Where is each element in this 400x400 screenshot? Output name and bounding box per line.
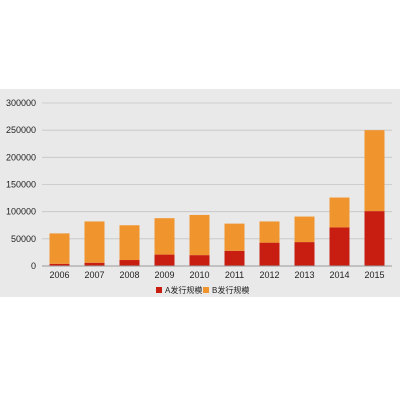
bar-b-2010 bbox=[189, 214, 210, 256]
legend-swatch-b bbox=[203, 287, 209, 293]
x-tick-label-2006: 2006 bbox=[49, 270, 69, 280]
bar-b-2007 bbox=[84, 221, 105, 263]
y-tick-label-150000: 150000 bbox=[6, 180, 36, 190]
x-tick-label-2011: 2011 bbox=[225, 270, 244, 280]
bar-b-2013 bbox=[294, 216, 315, 243]
y-tick-label-300000: 300000 bbox=[6, 98, 36, 108]
bar-b-2015 bbox=[364, 130, 385, 212]
bar-b-2006 bbox=[49, 233, 70, 264]
x-axis-ticks: 2006 2007 2008 2009 2010 2011 2012 2013 2014 2015 bbox=[49, 270, 384, 280]
bar-b-2008 bbox=[119, 225, 140, 261]
legend-label-b: B发行规模 bbox=[212, 285, 249, 295]
y-tick-label-0: 0 bbox=[31, 261, 36, 271]
x-tick-label-2008: 2008 bbox=[119, 270, 139, 280]
x-tick-label-2009: 2009 bbox=[154, 270, 174, 280]
bar-a-2007 bbox=[84, 262, 105, 266]
legend-label-a: A发行规模 bbox=[165, 285, 202, 295]
y-tick-label-50000: 50000 bbox=[11, 234, 36, 244]
x-tick-label-2012: 2012 bbox=[259, 270, 279, 280]
y-tick-label-200000: 200000 bbox=[6, 152, 36, 162]
bar-a-2015 bbox=[364, 211, 385, 266]
x-tick-label-2014: 2014 bbox=[329, 270, 349, 280]
bar-a-2012 bbox=[259, 242, 280, 266]
x-tick-label-2013: 2013 bbox=[294, 270, 314, 280]
bar-a-2009 bbox=[154, 254, 175, 266]
bars bbox=[49, 130, 385, 266]
y-tick-label-250000: 250000 bbox=[6, 125, 36, 135]
x-tick-label-2007: 2007 bbox=[84, 270, 104, 280]
bar-a-2008 bbox=[119, 260, 140, 266]
x-tick-label-2015: 2015 bbox=[364, 270, 384, 280]
bar-b-2009 bbox=[154, 218, 175, 255]
bar-b-2014 bbox=[329, 197, 350, 228]
bar-a-2010 bbox=[189, 255, 210, 266]
y-tick-label-100000: 100000 bbox=[6, 207, 36, 217]
y-axis-ticks: 0 50000 100000 150000 200000 250000 300000 bbox=[6, 98, 36, 271]
legend: A发行规模 B发行规模 bbox=[156, 285, 249, 295]
bar-b-2012 bbox=[259, 221, 280, 243]
bar-a-2014 bbox=[329, 227, 350, 266]
bar-b-2011 bbox=[224, 223, 245, 251]
legend-swatch-a bbox=[156, 287, 162, 293]
bar-a-2006 bbox=[49, 263, 70, 266]
x-tick-label-2010: 2010 bbox=[189, 270, 209, 280]
bar-a-2013 bbox=[294, 242, 315, 266]
bar-a-2011 bbox=[224, 250, 245, 266]
